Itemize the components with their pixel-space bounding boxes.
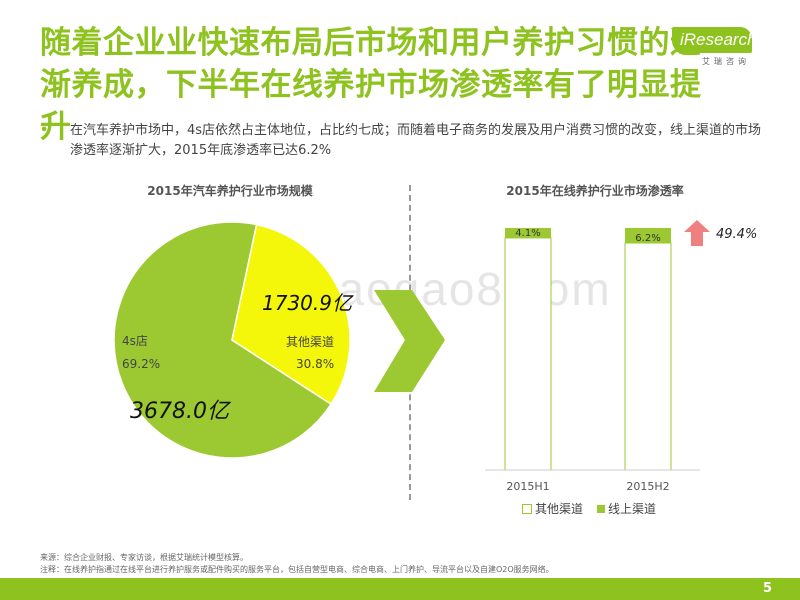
growth-arrow-up-icon xyxy=(684,220,710,246)
pie-label-4s: 4s店 xyxy=(122,334,148,348)
pie-slice-4s xyxy=(113,221,333,459)
pie-chart-title: 2015年汽车养护行业市场规模 xyxy=(147,184,313,198)
footer-notes: 来源：综合企业财报、专家访谈，根据艾瑞统计模型核算。 注释：在线养护指通过在线平… xyxy=(40,552,740,576)
bar-category-2015H1: 2015H1 xyxy=(506,480,549,493)
bar-online-2015H2 xyxy=(625,228,671,244)
bullet-dot-icon: • xyxy=(40,123,49,138)
pie-pct-4s: 69.2% xyxy=(122,357,160,371)
bar-online-2015H1 xyxy=(505,228,551,238)
pie-amount-other: 1730.9亿 xyxy=(262,291,354,315)
legend-item-online: 线上渠道 xyxy=(597,500,656,517)
logo-mark xyxy=(672,27,752,53)
bar-chart-legend: 其他渠道 线上渠道 xyxy=(522,500,656,517)
page-title: 随着企业业快速布局后市场和用户养护习惯的逐渐养成，下半年在线养护市场渗透率有了明… xyxy=(40,25,702,145)
legend-item-other: 其他渠道 xyxy=(522,500,583,517)
page-number: 5 xyxy=(762,581,772,596)
transition-arrow-icon xyxy=(374,290,445,392)
pie-slice-other xyxy=(231,223,351,406)
pie-pct-other: 30.8% xyxy=(296,357,334,371)
pie-amount-4s: 3678.0亿 xyxy=(130,399,232,424)
legend-swatch-online xyxy=(597,504,606,513)
legend-label-other: 其他渠道 xyxy=(535,502,584,516)
logo-subtext: 艾瑞咨询 xyxy=(702,57,750,66)
growth-label: 49.4% xyxy=(716,227,757,242)
legend-label-online: 线上渠道 xyxy=(608,502,657,516)
bar-other-2015H2 xyxy=(624,242,672,471)
bar-label-2015H2: 6.2% xyxy=(635,233,660,244)
charts-canvas: 4s店 69.2% 3678.0亿 其他渠道 30.8% 1730.9亿 4.1% 2015H… xyxy=(113,220,757,493)
bullet-text: 在汽车养护市场中，4s店依然占主体地位，占比约七成；而随着电子商务的发展及用户消… xyxy=(70,123,762,158)
logo-text: iResearch xyxy=(680,30,757,49)
footer-source: 来源：综合企业财报、专家访谈，根据艾瑞统计模型核算。 xyxy=(40,553,248,562)
bullet-point: • 在汽车养护市场中，4s店依然占主体地位，占比约七成；而随着电子商务的发展及用… xyxy=(40,121,770,161)
bar-chart-title: 2015年在线养护行业市场渗透率 xyxy=(506,184,684,198)
bar-other-2015H1 xyxy=(504,237,552,471)
bottom-bar: 5 xyxy=(0,578,800,600)
pie-label-other: 其他渠道 xyxy=(286,335,334,349)
bar-label-2015H1: 4.1% xyxy=(515,228,540,239)
iresearch-logo: iResearch 艾瑞咨询 xyxy=(672,27,757,67)
bar-category-2015H2: 2015H2 xyxy=(626,480,669,493)
footer-note: 注释：在线养护指通过在线平台进行养护服务或配件购买的服务平台，包括自营型电商、综… xyxy=(40,565,554,574)
legend-swatch-other xyxy=(522,503,532,514)
